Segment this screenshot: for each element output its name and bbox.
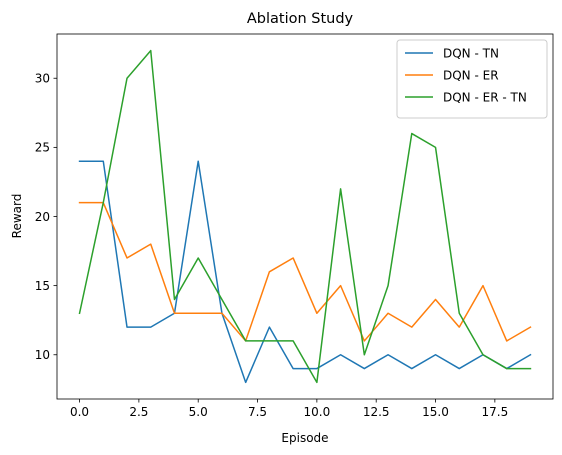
x-axis: 0.0 2.5 5.0 7.5 10.0 12.5 15.0 17.5 (70, 399, 508, 419)
x-tick-label: 0.0 (70, 405, 89, 419)
x-tick-label: 2.5 (129, 405, 148, 419)
x-tick-label: 17.5 (481, 405, 508, 419)
x-tick-label: 10.0 (304, 405, 331, 419)
y-tick-label: 10 (35, 348, 50, 362)
y-tick-label: 15 (35, 279, 50, 293)
x-tick-label: 5.0 (189, 405, 208, 419)
y-tick-label: 20 (35, 210, 50, 224)
legend-label-2: DQN - ER (443, 68, 499, 82)
y-axis: 10 15 20 25 30 (35, 72, 57, 362)
series-line-3 (78, 49, 532, 384)
legend-label-3: DQN - ER - TN (443, 90, 527, 104)
x-axis-label: Episode (281, 431, 328, 445)
x-tick-label: 15.0 (422, 405, 449, 419)
y-axis-label: Reward (10, 194, 24, 239)
legend: DQN - TN DQN - ER DQN - ER - TN (396, 39, 548, 119)
series-line-1 (78, 160, 532, 384)
plot-lines (78, 49, 532, 384)
x-tick-label: 12.5 (363, 405, 390, 419)
legend-box (396, 39, 548, 119)
series-line-2 (78, 201, 532, 342)
legend-label-1: DQN - TN (443, 46, 499, 60)
x-tick-label: 7.5 (248, 405, 267, 419)
y-tick-label: 25 (35, 141, 50, 155)
chart-title: Ablation Study (247, 11, 354, 27)
y-tick-label: 30 (35, 72, 50, 86)
